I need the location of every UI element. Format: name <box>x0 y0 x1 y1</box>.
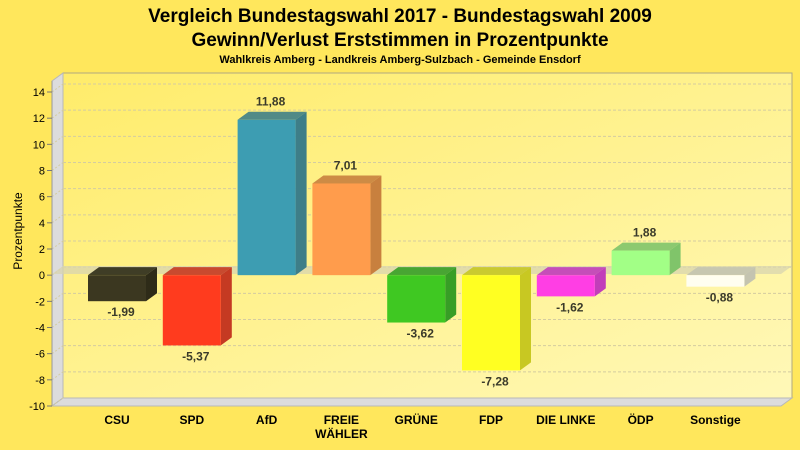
bars: -1,99 -5,37 11,88 7,01 -3,62 -7,28 -1,62 1,88 -0… <box>88 95 756 388</box>
x-tick-label: CSU <box>104 413 129 427</box>
y-tick-label: -10 <box>29 401 45 413</box>
chart-subtitle: Wahlkreis Amberg - Landkreis Amberg-Sulz… <box>219 54 581 66</box>
y-tick-label: 10 <box>33 139 45 151</box>
bar-top-face <box>162 267 232 276</box>
data-label: 11,88 <box>256 95 286 109</box>
y-tick-label: 2 <box>39 244 45 256</box>
y-tick-label: -4 <box>35 323 45 335</box>
bar-front-face <box>387 275 446 323</box>
bar-top-face <box>88 267 157 276</box>
x-tick-label: Sonstige <box>690 413 741 427</box>
bar-front-face <box>88 275 146 302</box>
x-tick-label: FDP <box>479 413 503 427</box>
x-tick-label: GRÜNE <box>395 412 438 427</box>
chart-title: Vergleich Bundestagswahl 2017 - Bundesta… <box>148 6 652 27</box>
bar-csu: -1,99 <box>88 267 157 319</box>
bar-side-face <box>520 267 531 371</box>
bar-freie-wähler: 7,01 <box>312 158 382 276</box>
data-label: -0,88 <box>706 291 734 305</box>
bar-spd: -5,37 <box>162 267 232 363</box>
bar-fdp: -7,28 <box>462 267 531 388</box>
bar-front-face <box>686 275 745 287</box>
bar-front-face <box>611 250 670 276</box>
y-tick-label: 12 <box>33 113 45 125</box>
bar-afd: 11,88 <box>237 95 307 276</box>
floor <box>50 397 794 407</box>
y-tick-label: 4 <box>39 218 45 230</box>
bar-top-face <box>536 267 606 276</box>
data-label: -5,37 <box>182 349 210 363</box>
y-tick-label: 6 <box>39 192 45 204</box>
y-tick-label: -6 <box>35 349 45 361</box>
bar-side-face <box>445 267 457 323</box>
x-tick-label: ÖDP <box>628 412 654 427</box>
bar-top-face <box>237 111 307 120</box>
bar-side-face <box>370 175 382 276</box>
bar-die linke: -1,62 <box>536 267 606 314</box>
bar-side-face <box>744 267 756 287</box>
bar-side-face <box>220 267 232 346</box>
x-tick-label: DIE LINKE <box>536 413 595 427</box>
x-tick-label: FREIE <box>324 413 359 427</box>
bar-sonstige: -0,88 <box>686 267 756 305</box>
y-tick-label: -8 <box>35 375 45 387</box>
bar-ödp: 1,88 <box>611 226 681 276</box>
y-tick-label: -2 <box>35 296 45 308</box>
bar-top-face <box>686 267 756 276</box>
bar-front-face <box>237 119 296 276</box>
x-tick-label: SPD <box>179 413 204 427</box>
data-label: -7,28 <box>481 374 509 388</box>
bar-top-face <box>387 267 457 276</box>
y-tick-label: 14 <box>33 87 45 99</box>
bar-top-face <box>611 242 681 251</box>
back-wall <box>62 72 793 399</box>
x-tick-label: WÄHLER <box>315 426 368 441</box>
bar-top-face <box>312 175 382 184</box>
x-tick-label: AfD <box>256 413 278 427</box>
data-label: -3,62 <box>407 327 435 341</box>
data-label: -1,62 <box>556 300 584 314</box>
data-label: 7,01 <box>334 158 358 172</box>
y-tick-label: 0 <box>39 270 45 282</box>
data-label: 1,88 <box>633 226 657 240</box>
bar-front-face <box>536 275 595 297</box>
bar-front-face <box>462 275 520 371</box>
y-tick-label: 8 <box>39 166 45 178</box>
data-label: -1,99 <box>107 305 135 319</box>
bar-side-face <box>669 242 681 276</box>
bar-front-face <box>312 183 371 276</box>
bar-side-face <box>594 267 606 297</box>
bar-side-face <box>146 267 157 302</box>
bar-top-face <box>462 267 531 276</box>
left-side-wall <box>51 72 64 407</box>
chart-title-line2: Gewinn/Verlust Erststimmen in Prozentpun… <box>191 30 608 51</box>
bar-grüne: -3,62 <box>387 267 457 341</box>
bar-side-face <box>295 111 307 276</box>
bar-front-face <box>162 275 221 346</box>
y-axis-label: Prozentpunkte <box>11 192 25 270</box>
y-axis-ticks: 14 12 10 8 6 4 2 0 -2 -4 -6 -8 -10 <box>29 87 52 413</box>
